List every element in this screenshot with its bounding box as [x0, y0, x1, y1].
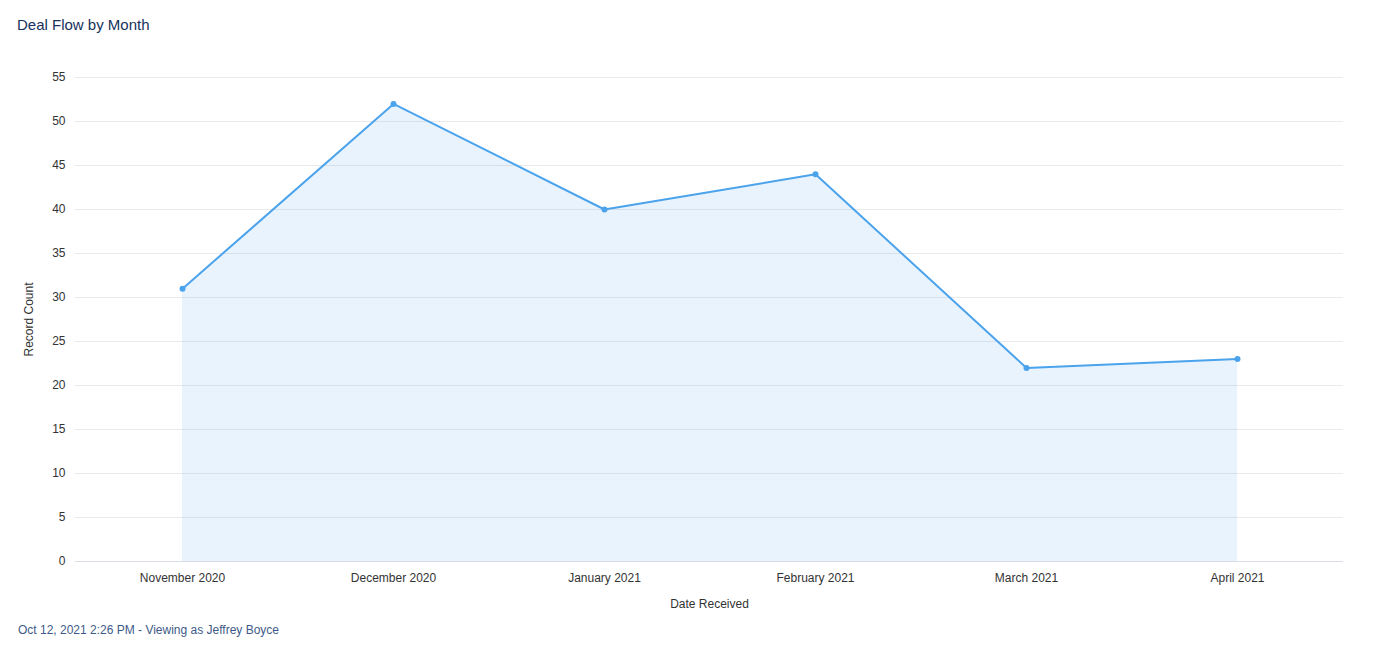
html-text:Deal Flow by Month: Deal Flow by Month	[17, 16, 150, 33]
html-text:Oct 12, 2021 2:26 PM - Viewing: Oct 12, 2021 2:26 PM - Viewing as Jeffre…	[18, 623, 279, 637]
svg-text:February 2021: February 2021	[776, 571, 854, 585]
svg-text:January 2021: January 2021	[568, 571, 641, 585]
svg-text:December 2020: December 2020	[351, 571, 437, 585]
svg-text:25: 25	[52, 334, 66, 348]
svg-text:Date Received: Date Received	[670, 597, 749, 611]
svg-text:5: 5	[59, 510, 66, 524]
svg-text:20: 20	[52, 378, 66, 392]
svg-text:April 2021: April 2021	[1210, 571, 1264, 585]
svg-text:55: 55	[52, 70, 66, 84]
svg-text:50: 50	[52, 114, 66, 128]
svg-text:0: 0	[59, 554, 66, 568]
svg-text:40: 40	[52, 202, 66, 216]
svg-text:45: 45	[52, 158, 66, 172]
svg-text:March 2021: March 2021	[995, 571, 1059, 585]
svg-text:30: 30	[52, 290, 66, 304]
svg-text:15: 15	[52, 422, 66, 436]
svg-text:Record Count: Record Count	[22, 282, 36, 357]
svg-text:35: 35	[52, 246, 66, 260]
svg-text:November 2020: November 2020	[140, 571, 226, 585]
svg-text:10: 10	[52, 466, 66, 480]
